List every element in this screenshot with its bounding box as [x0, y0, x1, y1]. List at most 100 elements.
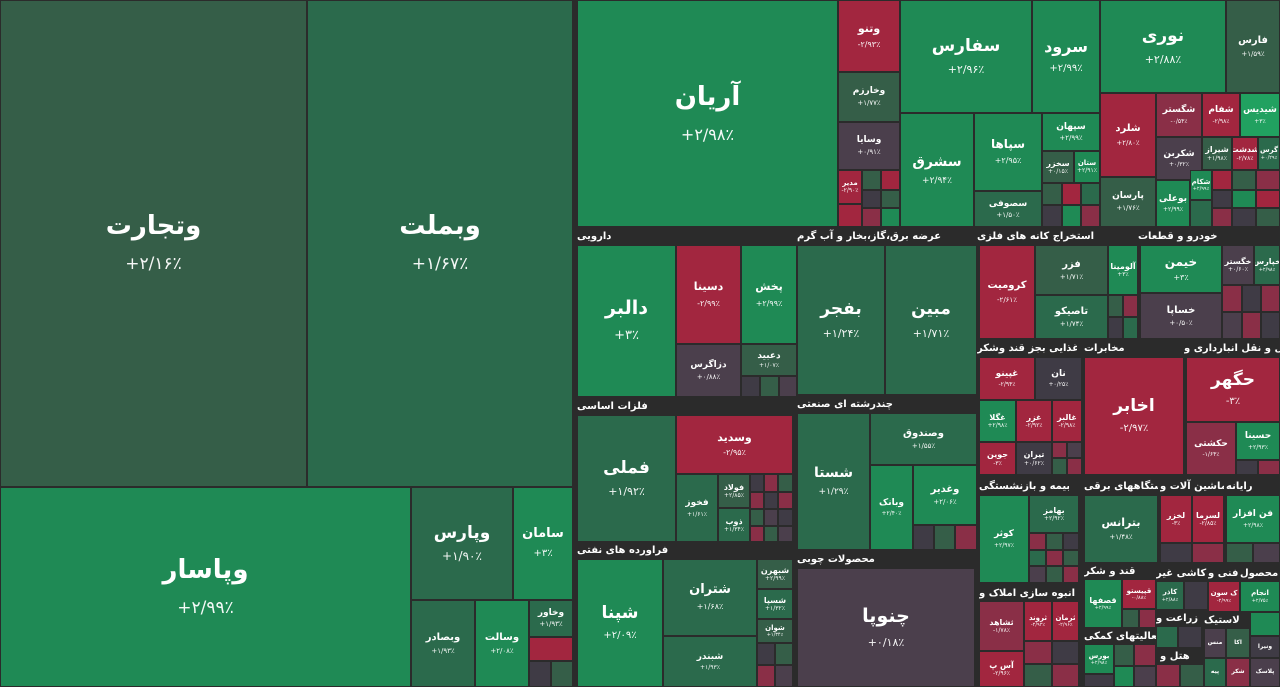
tile-safars[interactable]: سفارس +۲/۹۶٪ [900, 0, 1032, 113]
tile-joobin[interactable]: جوین -۳٪ [979, 442, 1016, 475]
tile-small[interactable] [757, 665, 775, 687]
tile-small[interactable] [1081, 183, 1100, 205]
tile-small[interactable] [764, 474, 778, 492]
tile-shepna[interactable]: شپنا +۲/۰۹٪ [577, 559, 663, 687]
tile-small[interactable] [1261, 312, 1280, 339]
tile-sharq[interactable]: سشرق +۲/۹۴٪ [900, 113, 974, 227]
tile-vtejarat[interactable]: وتجارت +۲/۱۶٪ [0, 0, 307, 487]
tile-shkam[interactable]: شکام +۲/۹۹٪ [1190, 170, 1212, 200]
tile-fzar[interactable]: فزر +۱/۷۱٪ [1035, 245, 1108, 295]
tile-small[interactable] [1192, 543, 1224, 563]
tile-shebandar[interactable]: شبندر +۱/۹۳٪ [663, 636, 757, 687]
tile-small[interactable] [750, 474, 764, 492]
tile-small[interactable] [1222, 312, 1242, 339]
tile-small[interactable] [1123, 317, 1138, 339]
tile-sheraz2[interactable]: شدشت -۲/۷۸٪ [1232, 137, 1258, 170]
tile-small[interactable] [1139, 609, 1156, 628]
tile-vbemellat[interactable]: وبملت +۱/۶۷٪ [307, 0, 573, 487]
tile-vkhavar[interactable]: وخاور +۱/۹۳٪ [529, 600, 573, 637]
tile-small[interactable] [1160, 543, 1192, 563]
tile-small[interactable] [1084, 674, 1114, 687]
tile-qsoon[interactable]: ک سون -۲/۹۹٪ [1208, 581, 1240, 612]
tile-sheshahed[interactable]: ثشاهد -۱/۷۸٪ [979, 601, 1024, 651]
tile-small[interactable] [1122, 609, 1139, 628]
tile-pye[interactable]: پیه [1204, 658, 1226, 687]
tile-mobin[interactable]: مبین +۱/۷۱٪ [885, 245, 977, 395]
tile-small[interactable] [1114, 644, 1134, 666]
tile-small[interactable] [1180, 664, 1204, 687]
tile-ghazar[interactable]: غزر -۲/۹۲٪ [1016, 400, 1052, 442]
tile-fkhooz[interactable]: فخوز +۱/۶۱٪ [676, 474, 718, 542]
tile-sfoof[interactable]: سصوفی +۱/۵۰٪ [974, 191, 1042, 227]
tile-small[interactable] [1250, 612, 1280, 636]
tile-vpasar[interactable]: وپاسار +۲/۹۹٪ [0, 487, 411, 687]
tile-shgorsi[interactable]: گرس +۰/۲۹٪ [1258, 137, 1280, 170]
tile-tasko[interactable]: تاصیکو +۱/۷۴٪ [1035, 295, 1108, 339]
tile-small[interactable] [1134, 666, 1156, 687]
tile-small[interactable] [1232, 190, 1256, 208]
tile-small[interactable] [764, 526, 778, 542]
tile-small[interactable] [750, 492, 764, 509]
tile-khimen[interactable]: خیمن +۳٪ [1140, 245, 1222, 293]
tile-sakhazar[interactable]: سخزر +۰/۱۵٪ [1042, 151, 1074, 183]
tile-small[interactable] [757, 643, 775, 665]
tile-small[interactable] [1029, 550, 1046, 566]
tile-small[interactable] [750, 526, 764, 542]
tile-small[interactable] [1134, 644, 1156, 666]
tile-shkarin[interactable]: شکربن +۰/۳۲٪ [1156, 137, 1202, 180]
tile-sorood[interactable]: سرود +۲/۹۹٪ [1032, 0, 1100, 113]
tile-small[interactable] [862, 208, 881, 227]
tile-kovsar[interactable]: کوثر +۲/۹۷٪ [979, 495, 1029, 583]
tile-sfan[interactable]: ستان +۲/۹۱٪ [1074, 151, 1100, 183]
tile-chenopa[interactable]: چنوپا +۰/۱۸٪ [797, 568, 975, 687]
tile-small[interactable] [1123, 295, 1138, 317]
tile-khsapa[interactable]: خساپا +۰/۵۰٪ [1140, 293, 1222, 339]
tile-small[interactable] [1184, 581, 1208, 610]
tile-small[interactable] [1156, 664, 1180, 687]
tile-noori[interactable]: نوری +۲/۸۸٪ [1100, 0, 1226, 93]
tile-asp[interactable]: آس پ -۲/۹۶٪ [979, 651, 1024, 687]
tile-foolad[interactable]: فولاد +۲/۸۵٪ [718, 474, 750, 508]
tile-small[interactable] [1046, 533, 1063, 550]
tile-small[interactable] [1256, 208, 1280, 227]
tile-small[interactable] [1242, 312, 1261, 339]
tile-shevan[interactable]: شوان +۱/۳۴٪ [757, 619, 793, 643]
tile-aryan[interactable]: آریان +۲/۹۸٪ [577, 0, 838, 227]
tile-small[interactable] [1178, 626, 1202, 648]
tile-fameli[interactable]: فملی +۱/۹۲٪ [577, 415, 676, 542]
tile-fanafzar[interactable]: فن افزار +۲/۹۸٪ [1226, 495, 1280, 543]
tile-small[interactable] [862, 190, 881, 208]
tile-small[interactable] [1256, 170, 1280, 190]
tile-small[interactable] [1232, 170, 1256, 190]
tile-small[interactable] [913, 525, 934, 550]
tile-small[interactable] [1232, 208, 1256, 227]
tile-small[interactable] [1081, 205, 1100, 227]
tile-anjam[interactable]: انجام +۲/۷۵٪ [1240, 581, 1280, 612]
tile-ghalbor[interactable]: غالبر -۲/۹۸٪ [1052, 400, 1082, 442]
tile-qpisto[interactable]: قپیستو -۰/۸۸٪ [1122, 579, 1156, 609]
tile-small[interactable] [1042, 183, 1062, 205]
tile-terood[interactable]: ثروند -۲/۹۲٪ [1024, 601, 1052, 641]
tile-small[interactable] [750, 509, 764, 526]
tile-small[interactable] [778, 526, 793, 542]
tile-small[interactable] [1212, 190, 1232, 208]
tile-shasta[interactable]: شستا +۱/۲۹٪ [797, 413, 870, 550]
tile-hotelmns[interactable]: منس [1204, 628, 1226, 658]
tile-small[interactable] [1190, 200, 1212, 227]
tile-kerman[interactable]: ثرمان -۲/۹۶٪ [1052, 601, 1079, 641]
tile-lesma[interactable]: لسرما -۲/۸۵٪ [1192, 495, 1224, 543]
tile-vkharazm[interactable]: وخارزم +۱/۷۷٪ [838, 72, 900, 122]
tile-small[interactable] [1242, 285, 1261, 312]
tile-lastikbrand[interactable]: پلاسک [1250, 658, 1280, 687]
tile-small[interactable] [1042, 205, 1062, 227]
tile-small[interactable] [1222, 285, 1242, 312]
tile-nan[interactable]: نان +۰/۲۵٪ [1035, 357, 1082, 400]
tile-small[interactable] [1256, 190, 1280, 208]
tile-small[interactable] [1046, 566, 1063, 583]
tile-small[interactable] [1029, 533, 1046, 550]
tile-dsina[interactable]: دسینا -۲/۹۹٪ [676, 245, 741, 344]
tile-sepahan[interactable]: سپهان +۲/۹۹٪ [1042, 113, 1100, 151]
tile-parsan[interactable]: پارسان +۱/۷۶٪ [1100, 177, 1156, 227]
tile-bors[interactable]: بورس +۲/۹۸٪ [1084, 644, 1114, 674]
tile-small[interactable] [1052, 458, 1067, 475]
